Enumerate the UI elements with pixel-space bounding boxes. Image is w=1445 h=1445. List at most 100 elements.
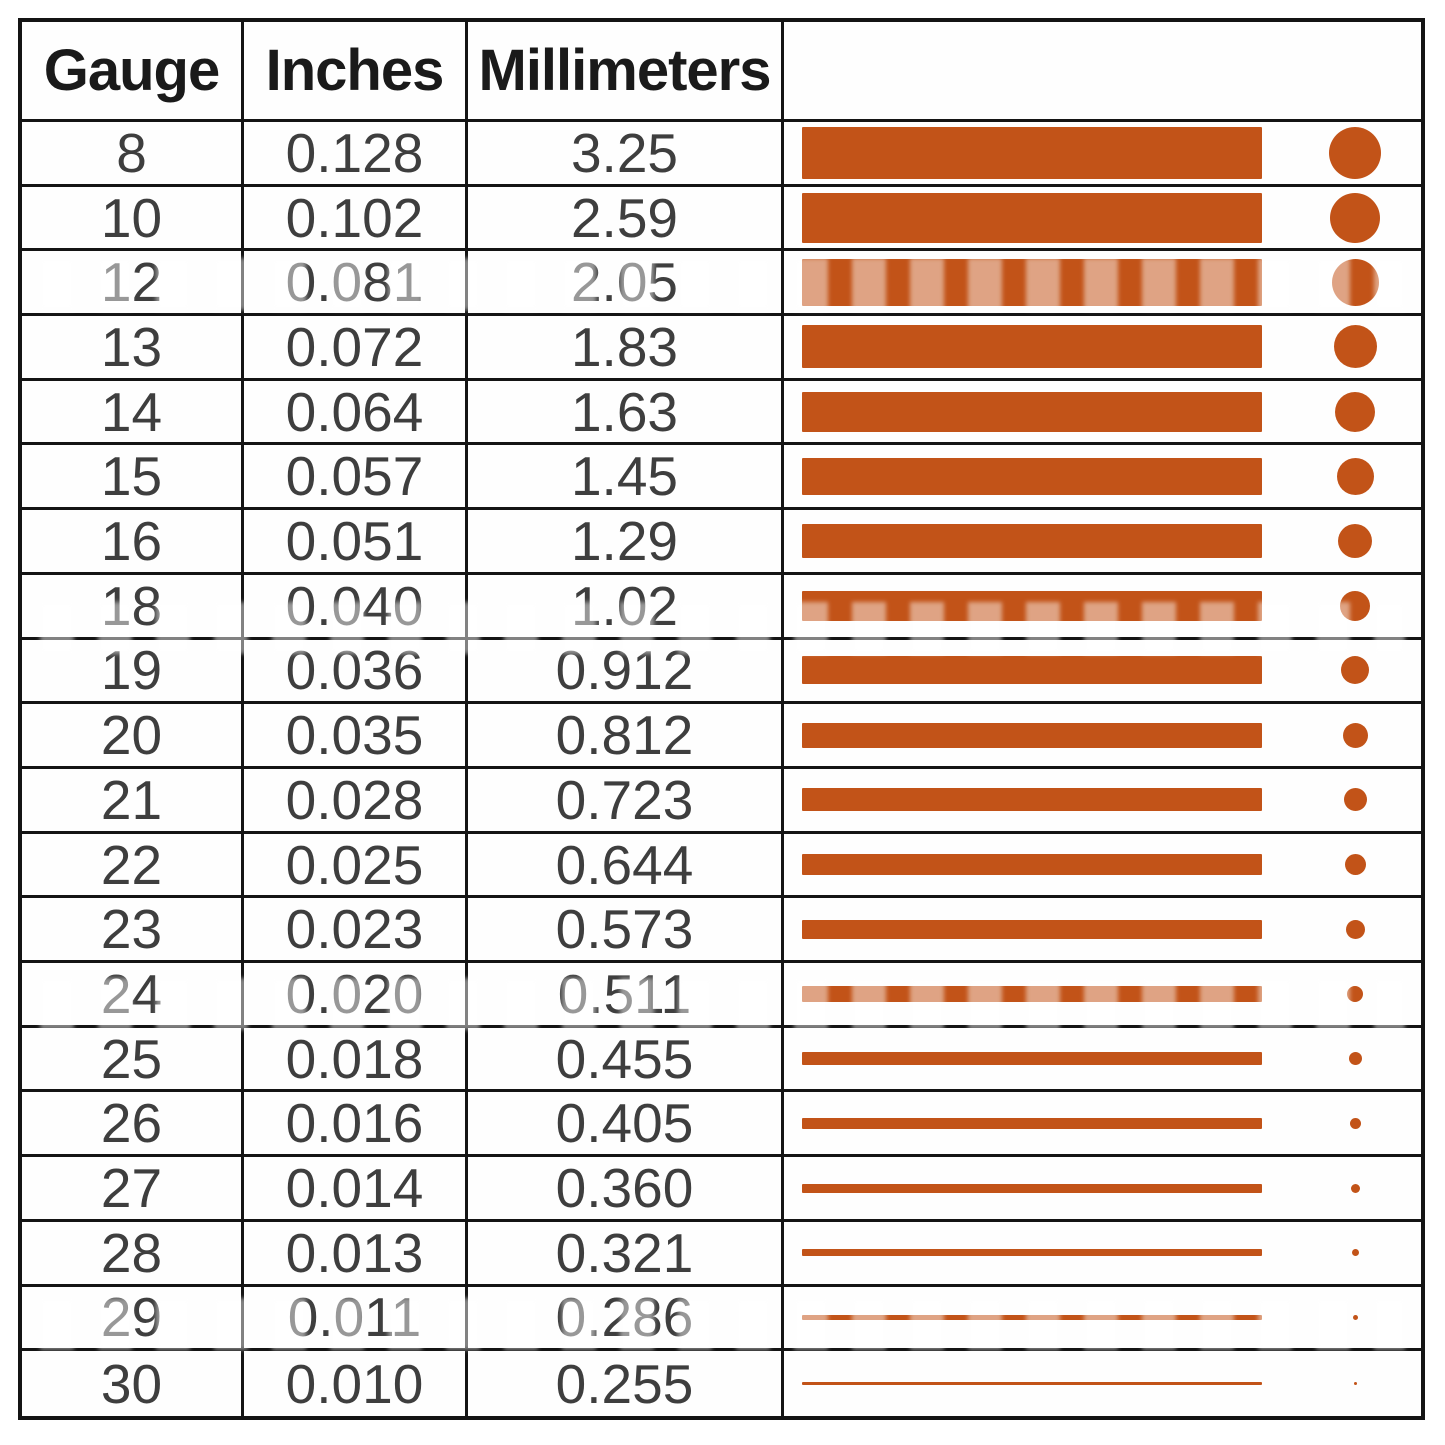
gauge-cell: 28 [22, 1221, 244, 1287]
wire-diameter-dot [1347, 985, 1363, 1002]
inches-cell: 0.025 [244, 833, 468, 899]
inches-cell: 0.081 [244, 251, 468, 317]
millimeters-cell: 0.812 [468, 704, 784, 769]
wire-size-cell [784, 381, 1421, 446]
gauge-table: Gauge Inches Millimeters 8 0.128 3.25 10… [18, 18, 1425, 1420]
inches-cell: 0.020 [244, 963, 468, 1028]
wire-dot-wrap [1290, 769, 1420, 831]
wire-thickness-bar [802, 590, 1262, 621]
column-header-millimeters: Millimeters [468, 22, 784, 122]
inches-cell: 0.064 [244, 380, 468, 446]
inches-cell: 0.011 [244, 1286, 468, 1352]
wire-dot-wrap [1290, 1028, 1420, 1090]
wire-size-cell [784, 445, 1421, 511]
wire-thickness-bar [802, 919, 1262, 939]
inches-cell: 0.128 [244, 122, 468, 187]
wire-diameter-dot [1329, 126, 1381, 179]
inches-cell: 0.018 [244, 1027, 468, 1093]
wire-dot-wrap [1290, 963, 1420, 1025]
inches-cell: 0.057 [244, 445, 468, 511]
gauge-cell: 20 [22, 704, 244, 769]
gauge-cell: 13 [22, 316, 244, 381]
wire-dot-wrap [1290, 898, 1420, 960]
millimeters-cell: 1.83 [468, 316, 784, 381]
millimeters-cell: 0.511 [468, 963, 784, 1028]
wire-dot-wrap [1290, 1287, 1420, 1349]
inches-cell: 0.036 [244, 639, 468, 705]
wire-diameter-dot [1336, 457, 1374, 495]
wire-diameter-dot [1343, 788, 1367, 812]
millimeters-cell: 0.360 [468, 1157, 784, 1222]
gauge-cell: 30 [22, 1351, 244, 1416]
wire-diameter-dot [1331, 258, 1379, 306]
millimeters-cell: 0.321 [468, 1221, 784, 1287]
wire-diameter-dot [1350, 1183, 1360, 1193]
wire-thickness-bar [802, 1382, 1262, 1386]
wire-diameter-dot [1353, 1382, 1357, 1386]
wire-dot-wrap [1290, 834, 1420, 896]
wire-size-cell [784, 510, 1421, 575]
wire-size-cell [784, 769, 1421, 834]
wire-size-cell [784, 898, 1421, 964]
wire-diameter-dot [1338, 524, 1372, 559]
wire-size-cell [784, 316, 1421, 381]
wire-dot-wrap [1290, 381, 1420, 443]
wire-diameter-dot [1344, 854, 1366, 876]
millimeters-cell: 0.405 [468, 1092, 784, 1158]
wire-size-cell [784, 1287, 1421, 1352]
millimeters-cell: 1.63 [468, 380, 784, 446]
inches-cell: 0.072 [244, 316, 468, 381]
wire-thickness-bar [802, 258, 1262, 306]
inches-cell: 0.023 [244, 898, 468, 964]
wire-dot-wrap [1290, 1092, 1420, 1154]
wire-diameter-dot [1348, 1052, 1362, 1066]
millimeters-cell: 1.45 [468, 445, 784, 511]
inches-cell: 0.040 [244, 574, 468, 640]
wire-dot-wrap [1290, 445, 1420, 507]
millimeters-cell: 0.573 [468, 898, 784, 964]
wire-diameter-dot [1351, 1249, 1359, 1257]
wire-diameter-dot [1349, 1117, 1361, 1129]
wire-dot-wrap [1290, 1157, 1420, 1219]
wire-size-cell [784, 834, 1421, 899]
millimeters-cell: 0.455 [468, 1027, 784, 1093]
wire-thickness-bar [802, 1183, 1262, 1193]
wire-dot-wrap [1290, 187, 1420, 249]
gauge-cell: 23 [22, 898, 244, 964]
gauge-cell: 26 [22, 1092, 244, 1158]
wire-size-cell [784, 1157, 1421, 1222]
wire-thickness-bar [802, 854, 1262, 876]
gauge-cell: 8 [22, 122, 244, 187]
inches-cell: 0.102 [244, 186, 468, 252]
wire-thickness-bar [802, 457, 1262, 495]
wire-thickness-bar [802, 1052, 1262, 1066]
millimeters-cell: 1.02 [468, 574, 784, 640]
inches-cell: 0.028 [244, 768, 468, 834]
millimeters-cell: 0.723 [468, 768, 784, 834]
inches-cell: 0.016 [244, 1092, 468, 1158]
wire-thickness-bar [802, 722, 1262, 748]
wire-diameter-dot [1341, 656, 1369, 685]
wire-diameter-dot [1340, 590, 1370, 621]
wire-dot-wrap [1290, 704, 1420, 766]
wire-thickness-bar [802, 1314, 1262, 1320]
millimeters-cell: 3.25 [468, 122, 784, 187]
column-header-gauge: Gauge [22, 22, 244, 122]
column-header-inches: Inches [244, 22, 468, 122]
wire-diameter-dot [1342, 722, 1368, 748]
gauge-cell: 29 [22, 1286, 244, 1352]
gauge-cell: 27 [22, 1157, 244, 1222]
wire-thickness-bar [802, 788, 1262, 812]
gauge-cell: 10 [22, 186, 244, 252]
wire-thickness-bar [802, 656, 1262, 685]
wire-size-cell [784, 1092, 1421, 1158]
wire-diameter-dot [1345, 919, 1365, 939]
gauge-cell: 19 [22, 639, 244, 705]
inches-cell: 0.014 [244, 1157, 468, 1222]
wire-dot-wrap [1290, 316, 1420, 378]
millimeters-cell: 2.59 [468, 186, 784, 252]
wire-thickness-bar [802, 192, 1262, 243]
wire-size-cell [784, 251, 1421, 317]
wire-size-cell [784, 963, 1421, 1028]
